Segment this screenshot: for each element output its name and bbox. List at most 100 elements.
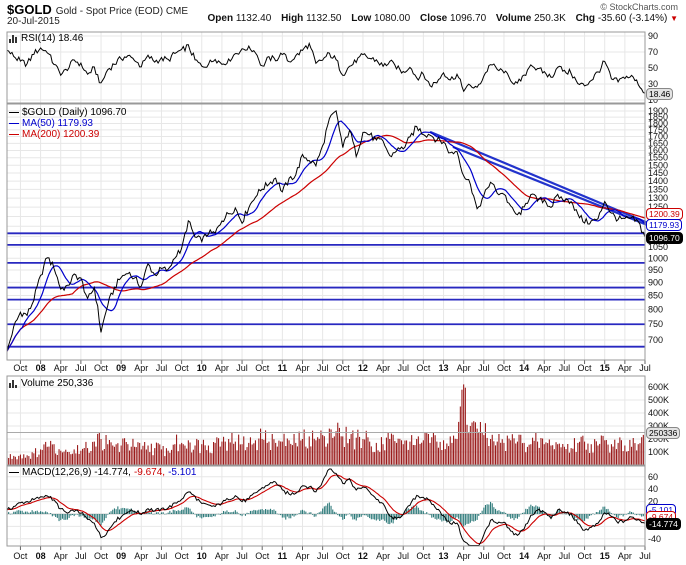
volume-bar [496, 441, 498, 465]
macd-histogram-bar [355, 514, 357, 521]
volume-bar [192, 449, 194, 465]
x-axis-label: 15 [600, 551, 610, 561]
x-axis-label: 08 [36, 551, 46, 561]
price-tick-label: 850 [648, 291, 663, 301]
volume-bar [642, 434, 644, 465]
volume-bar [40, 449, 42, 465]
macd-histogram-bar [523, 512, 525, 514]
volume-value-callout: 250336 [646, 427, 681, 439]
macd-histogram-bar [108, 512, 110, 514]
macd-histogram-bar [604, 506, 606, 514]
volume-bar [451, 442, 453, 465]
macd-histogram-bar [597, 512, 599, 514]
chg-down-icon: ▼ [670, 14, 678, 23]
macd-histogram-bar [293, 514, 295, 517]
volume-bar [100, 439, 102, 465]
macd-histogram-bar [602, 506, 604, 514]
line-swatch-icon: — [9, 128, 19, 140]
volume-bar [56, 455, 58, 465]
macd-tick-label: 40 [648, 484, 658, 494]
macd-histogram-bar [443, 514, 445, 521]
volume-bar [501, 439, 503, 465]
macd-histogram-bar [510, 514, 512, 519]
volume-bar [526, 446, 528, 465]
macd-histogram-bar [387, 514, 389, 524]
volume-bar [490, 439, 492, 465]
macd-histogram-bar [43, 512, 45, 514]
macd-histogram-bar [609, 511, 611, 514]
volume-bar [335, 431, 337, 465]
volume-bar [226, 450, 228, 465]
rsi-tick-label: 70 [648, 47, 658, 57]
volume-bar [615, 449, 617, 465]
volume-bar [476, 428, 478, 465]
volume-bar [307, 448, 309, 465]
price-tick-label: 1550 [648, 153, 668, 163]
volume-bar [626, 451, 628, 465]
macd-histogram-bar [41, 511, 43, 514]
volume-bar [552, 445, 554, 465]
macd-panel-border [6, 465, 646, 547]
macd-histogram-bar [354, 514, 356, 520]
volume-bar [233, 443, 235, 465]
volume-bar [609, 452, 611, 465]
macd-histogram-bar [186, 507, 188, 514]
x-axis-label: Apr [618, 551, 632, 561]
volume-bar [270, 450, 272, 465]
volume-bar [82, 448, 84, 465]
macd-histogram-bar [573, 514, 575, 520]
macd-histogram-bar [325, 505, 327, 514]
x-axis-label: Apr [376, 551, 390, 561]
volume-bar [236, 450, 238, 465]
macd-histogram-bar [335, 512, 337, 514]
volume-bar [23, 454, 25, 465]
x-axis-label: Jul [156, 363, 168, 373]
ticker-title: Gold - Spot Price (EOD) CME [55, 6, 189, 17]
high-value: 1132.50 [306, 13, 342, 24]
rsi-legend: RSI(14) 18.46 [9, 33, 83, 44]
volume-bar [424, 433, 426, 465]
volume-bar [641, 437, 643, 465]
volume-bar [238, 434, 240, 465]
macd-histogram-bar [637, 514, 639, 515]
line-swatch-icon: — [9, 117, 19, 129]
rsi-value-callout: 18.46 [646, 88, 674, 100]
macd-histogram-bar [396, 514, 398, 520]
macd-histogram-bar [481, 510, 483, 514]
macd-histogram-bar [130, 508, 132, 514]
volume-bar [521, 443, 523, 465]
volume-bar [449, 436, 451, 465]
volume-bar [359, 436, 361, 465]
macd-histogram-bar [13, 511, 15, 514]
macd-histogram-bar [118, 509, 120, 514]
macd-histogram-bar [421, 510, 423, 514]
volume-bar [540, 438, 542, 465]
volume-bar [563, 446, 565, 465]
x-axis-label: Jul [397, 551, 409, 561]
macd-histogram-bar [585, 514, 587, 519]
volume-bar [444, 449, 446, 465]
macd-histogram-bar [224, 511, 226, 514]
x-axis-label: Jul [156, 551, 168, 561]
macd-histogram-bar [486, 504, 488, 514]
volume-bar [243, 436, 245, 465]
macd-histogram-bar [343, 514, 345, 519]
macd-histogram-bar [179, 510, 181, 514]
volume-tick-label: 600K [648, 382, 669, 392]
macd-histogram-bar [473, 514, 475, 522]
volume-bar [629, 439, 631, 465]
macd-histogram-bar [459, 514, 461, 525]
price-tick-label: 1050 [648, 242, 668, 252]
volume-bar [431, 437, 433, 465]
volume-bar [261, 439, 263, 465]
volume-bar [399, 438, 401, 465]
volume-tick-label: 100K [648, 447, 669, 457]
x-axis-label: Jul [75, 363, 87, 373]
volume-bar [157, 443, 159, 465]
macd-histogram-bar [567, 513, 569, 514]
macd-histogram-bar [416, 505, 418, 514]
x-axis-label: Apr [215, 363, 229, 373]
macd-hist-legend-label: -5.101 [168, 467, 197, 478]
macd-histogram-bar [50, 513, 52, 514]
